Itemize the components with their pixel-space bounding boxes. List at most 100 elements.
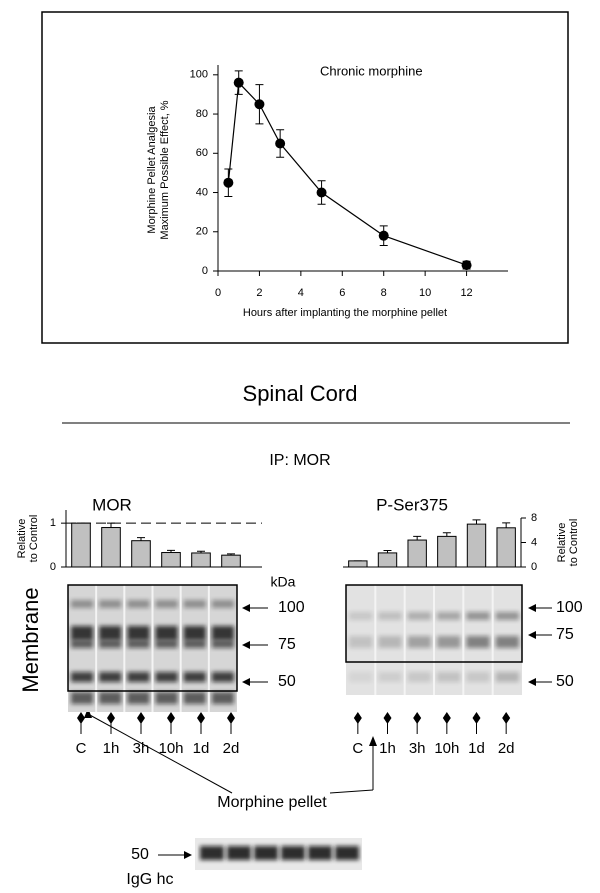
band [155,626,178,640]
lane-label: 1h [103,740,120,757]
pointer-line [329,789,374,794]
bar [496,527,516,568]
y-tick-label: 20 [196,226,208,238]
y-tick-label: 4 [531,536,537,548]
mw-marker: 100 [278,599,305,616]
y-axis-label: Relative [16,519,28,559]
band [211,692,234,704]
lane-label: 10h [158,740,183,757]
lane-pointer-head [227,712,235,724]
data-point [378,230,389,241]
band [349,612,373,620]
band [495,672,519,682]
error-bar [107,522,115,528]
band [466,636,490,648]
data-point [461,260,472,271]
error-bar [472,519,481,525]
lane-pointer-head [107,712,115,724]
arrow-head [184,851,192,859]
mw-marker: 50 [556,673,574,690]
band [127,672,150,682]
x-tick-label: 4 [298,287,304,299]
bar [377,552,398,568]
lane-pointer-head [413,712,422,724]
blot-box [345,584,523,663]
band [155,672,178,682]
band [254,846,278,860]
lane-pointer-head [197,712,205,724]
x-tick-label: 2 [256,287,262,299]
mw-marker: 50 [278,673,296,690]
bar [221,554,241,568]
band [335,846,359,860]
bar [437,535,457,568]
band [349,636,373,648]
kda-label: kDa [271,574,296,590]
band [183,692,206,704]
x-tick-label: 0 [215,287,221,299]
band [378,612,402,620]
igg-bands [200,846,359,860]
igg-label: IgG hc [126,871,173,888]
error-bar [502,522,511,528]
y-axis-label: to Control [28,515,40,563]
lane-pointer-head [383,712,392,724]
band [183,672,206,682]
band [71,600,94,608]
band [466,672,490,682]
band [127,692,150,704]
pointer-line [87,713,233,794]
band [155,692,178,704]
data-point [316,187,327,198]
data-point [254,99,265,110]
arrow-head [528,604,536,612]
arrow-head [242,678,250,686]
x-tick-label: 6 [339,287,345,299]
annotation: Chronic morphine [320,63,423,78]
band [99,600,122,608]
band [227,846,251,860]
band [71,692,94,704]
band [183,626,206,640]
band [155,600,178,608]
band [99,672,122,682]
band [183,640,206,648]
band [378,636,402,648]
band [308,846,332,860]
bar [161,552,181,568]
band [407,612,431,620]
band [211,626,234,640]
band [437,612,461,620]
bar [407,539,427,568]
band [127,600,150,608]
data-point [223,177,234,188]
error-bar [413,535,422,541]
x-tick-label: 8 [381,287,387,299]
pointer-head [369,736,377,746]
treatment-label: Morphine pellet [217,794,327,811]
band [71,640,94,648]
lane-pointer-head [137,712,145,724]
lane-pointer-head [502,712,511,724]
lane-pointer-head [472,712,481,724]
y-tick-label: 0 [202,265,208,277]
y-tick-label: 40 [196,186,208,198]
band [99,640,122,648]
band [349,672,373,682]
band [211,640,234,648]
band [437,672,461,682]
y-tick-label: 80 [196,108,208,120]
bar [191,552,211,568]
lane-label: C [76,740,87,757]
y-tick-label: 100 [190,69,208,81]
pointer-head [84,708,92,718]
chart-title: MOR [92,495,132,514]
y-tick-label: 0 [531,561,537,573]
lane-label: 1d [468,740,485,757]
lane-pointer-head [167,712,175,724]
band [155,640,178,648]
band [466,612,490,620]
y-axis-label: Maximum Possible Effect, % [159,100,171,239]
